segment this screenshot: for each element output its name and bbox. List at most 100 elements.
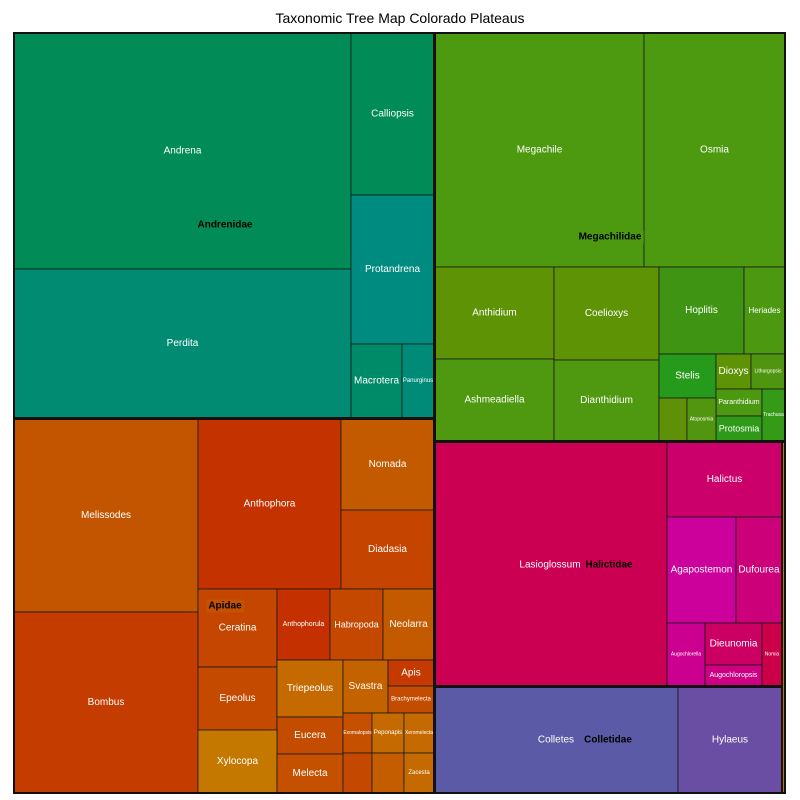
genus-cell-andrenidae-perdita — [13, 268, 352, 419]
genus-cell-megachilidae-osmia — [643, 32, 786, 268]
genus-label-augochlorella: Augochlorella — [671, 652, 702, 658]
genus-label-anthidium: Anthidium — [472, 308, 516, 319]
genus-label-lithurgopsis: Lithurgopsis — [755, 369, 782, 375]
genus-cell-andrenidae-panurginus — [401, 343, 435, 419]
genus-label-halictus: Halictus — [707, 474, 743, 485]
genus-label-neolarra: Neolarra — [389, 619, 428, 630]
family-label-text: Colletidae — [584, 735, 632, 746]
genus-label-xylocopa: Xylocopa — [217, 756, 259, 767]
genus-label-xeromelecta: Xeromelecta — [405, 730, 433, 736]
family-label-background — [206, 599, 245, 613]
genus-label-paranthidium: Paranthidium — [718, 399, 759, 406]
genus-label-zacesta: Zacesta — [408, 770, 430, 776]
genus-cell-apidae-eucera — [276, 716, 344, 755]
genus-label-brachymelecta: Brachymelecta — [391, 697, 431, 703]
family-label-background — [582, 733, 635, 747]
genus-cell-apidae-xylocopa — [197, 729, 278, 794]
genus-label-hylaeus: Hylaeus — [712, 735, 748, 746]
genus-label-osmia: Osmia — [700, 145, 729, 156]
genus-label-atoposmia: Atoposmia — [690, 417, 714, 423]
genus-label-melissodes: Melissodes — [81, 510, 131, 521]
chart-title: Taxonomic Tree Map Colorado Plateaus — [275, 10, 525, 26]
genus-cell-megachilidae-unnamed-14 — [658, 397, 688, 442]
genus-label-peponapis: Peponapis — [374, 730, 402, 736]
genus-cell-apidae-unnamed-21 — [371, 752, 405, 794]
family-label-text: Andrenidae — [197, 220, 252, 231]
genus-cell-halictidae-augochlorella — [666, 622, 706, 687]
genus-label-dieunomia: Dieunomia — [710, 639, 758, 650]
genus-cell-megachilidae-paranthidium — [715, 388, 763, 417]
genus-cell-apidae-apis — [387, 659, 435, 687]
genus-cell-megachilidae-stelis — [658, 353, 717, 399]
genus-cell-apidae-anthophora — [197, 418, 342, 590]
genus-label-stelis: Stelis — [675, 371, 699, 382]
genus-label-epeolus: Epeolus — [219, 693, 255, 704]
genus-label-lasioglossum: Lasioglossum — [519, 560, 580, 571]
genus-cell-apidae-diadasia — [340, 509, 435, 590]
genus-label-augochloropsis: Augochloropsis — [710, 672, 758, 679]
genus-cell-andrenidae-protandrena — [350, 194, 435, 345]
genus-cell-apidae-triepeolus — [276, 659, 344, 718]
genus-label-hoplitis: Hoplitis — [685, 305, 718, 316]
genus-cell-andrenidae-macrotera — [350, 343, 403, 419]
family-label-andrenidae: Andrenidae — [195, 218, 255, 232]
genus-label-macrotera: Macrotera — [354, 376, 399, 387]
genus-cell-halictidae-dieunomia — [704, 622, 763, 666]
genus-cell-halictidae-halictus — [666, 441, 783, 518]
genus-label-colletes: Colletes — [538, 735, 574, 746]
genus-cell-apidae-unnamed-20 — [342, 752, 373, 794]
genus-cell-apidae-neolarra — [382, 588, 435, 661]
family-label-background — [583, 558, 636, 572]
genus-label-habropoda: Habropoda — [334, 620, 379, 630]
genus-cell-megachilidae-protosmia — [715, 415, 763, 442]
genus-label-melecta: Melecta — [292, 768, 327, 779]
genus-label-anthophora: Anthophora — [244, 499, 296, 510]
genus-label-agapostemon: Agapostemon — [671, 565, 733, 576]
genus-cell-megachilidae-atoposmia — [686, 397, 717, 442]
genus-label-ashmeadiella: Ashmeadiella — [464, 395, 524, 406]
genus-label-heriades: Heriades — [748, 306, 780, 315]
genus-label-apis: Apis — [401, 668, 420, 679]
genus-label-dioxys: Dioxys — [718, 366, 748, 377]
family-label-apidae: Apidae — [206, 599, 245, 613]
genus-cell-colletidae-hylaeus — [677, 686, 783, 794]
genus-label-nomada: Nomada — [369, 459, 407, 470]
family-label-text: Megachilidae — [579, 232, 642, 243]
genus-label-perdita: Perdita — [167, 338, 199, 349]
genus-cell-megachilidae-heriades — [743, 266, 786, 355]
genus-label-ceratina: Ceratina — [219, 623, 257, 634]
genus-label-protosmia: Protosmia — [719, 424, 760, 434]
family-label-halictidae: Halictidae — [583, 558, 636, 572]
genus-label-nomia: Nomia — [765, 652, 780, 658]
genus-label-exomalopsis: Exomalopsis — [343, 730, 372, 736]
genus-cell-apidae-nomada — [340, 418, 435, 511]
family-label-text: Apidae — [208, 601, 242, 612]
genus-cell-megachilidae-anthidium — [434, 266, 555, 360]
genus-cell-megachilidae-hoplitis — [658, 266, 745, 355]
genus-label-anthophorula: Anthophorula — [283, 621, 325, 628]
genus-label-megachile: Megachile — [517, 145, 563, 156]
genus-cell-apidae-melecta — [276, 753, 344, 794]
genus-cell-apidae-bombus — [13, 611, 199, 794]
genus-cell-colletidae-colletes — [434, 686, 679, 794]
genus-cell-apidae-svastra — [342, 659, 389, 714]
genus-cell-megachilidae-dianthidium — [553, 359, 660, 442]
genus-label-dufourea: Dufourea — [738, 565, 780, 576]
family-border-unlabeled — [781, 441, 786, 794]
family-label-colletidae: Colletidae — [582, 733, 635, 747]
genus-label-calliopsis: Calliopsis — [371, 109, 414, 120]
genus-cell-megachilidae-ashmeadiella — [434, 358, 555, 442]
genus-cell-apidae-brachymelecta — [387, 685, 435, 714]
genus-label-svastra: Svastra — [349, 681, 383, 692]
genus-cell-apidae-anthophorula — [276, 588, 331, 661]
genus-label-eucera: Eucera — [294, 730, 326, 741]
genus-label-trachusa: Trachusa — [763, 412, 784, 418]
genus-label-triepeolus: Triepeolus — [287, 683, 333, 694]
genus-label-bombus: Bombus — [88, 697, 125, 708]
genus-label-dianthidium: Dianthidium — [580, 395, 633, 406]
family-label-text: Halictidae — [585, 560, 633, 571]
genus-label-panurginus: Panurginus — [403, 378, 433, 384]
family-label-background — [195, 218, 255, 232]
genus-label-coelioxys: Coelioxys — [585, 308, 628, 319]
